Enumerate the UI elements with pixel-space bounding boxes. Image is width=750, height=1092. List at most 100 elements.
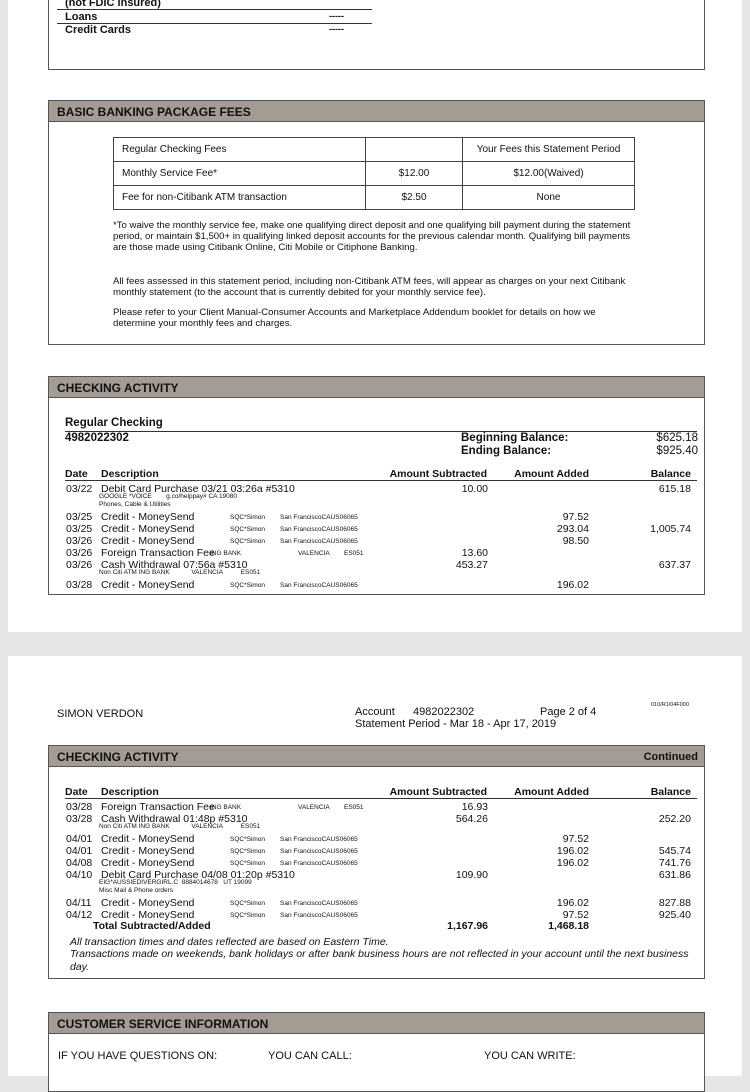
fees-cell: $2.50	[365, 185, 463, 210]
transaction-description: Foreign Transaction Fee	[101, 801, 215, 813]
beginning-balance-label: Beginning Balance:	[461, 432, 569, 444]
transaction-description: Debit Card Purchase 03/21 03:26a #5310	[101, 483, 295, 495]
transaction-row: 03/28 Credit - MoneySend 196.02 SQC*Simon Sa…	[8, 579, 742, 591]
balance: 545.74	[658, 845, 691, 857]
amount-added: 97.52	[562, 833, 589, 845]
col-subtracted: Amount Subtracted	[389, 786, 487, 798]
amount-added: 98.50	[562, 535, 589, 547]
transaction-row: 03/26 Credit - MoneySend 98.50 SQC*Simon San…	[8, 535, 742, 547]
transaction-row: 03/28 Foreign Transaction Fee 16.93 ING BAN…	[8, 801, 742, 813]
balance: 925.40	[658, 909, 691, 921]
statement-page-1: (not FDIC insured) Loans ----- Credit Ca…	[8, 0, 742, 632]
fees-cell: Fee for non-Citibank ATM transaction	[113, 185, 366, 210]
fees-note: Please refer to your Client Manual-Consu…	[113, 307, 596, 329]
transaction-description: Cash Withdrawal 01:48p #5310	[101, 813, 248, 825]
transaction-detail: GOOGLE *VOICE g.co/helppay# CA 19080	[99, 493, 238, 500]
col-balance: Balance	[650, 786, 691, 798]
transaction-merchant: ING BANK	[210, 804, 242, 811]
transaction-location: San FranciscoCAUS06065	[280, 912, 358, 919]
transaction-date: 04/11	[66, 897, 92, 909]
transaction-description: Credit - MoneySend	[101, 833, 195, 845]
checking-activity-section	[48, 376, 705, 595]
fees-cell: Monthly Service Fee*	[113, 161, 366, 186]
fees-cell: $12.00(Waived)	[462, 161, 635, 186]
balance: 827.88	[658, 897, 691, 909]
transaction-date: 03/22	[66, 483, 93, 495]
amount-added: 97.52	[562, 909, 589, 921]
transaction-location: San FranciscoCAUS06065	[280, 538, 358, 545]
fees-cell: None	[462, 185, 635, 210]
transaction-description: Credit - MoneySend	[101, 845, 195, 857]
fees-cell: Your Fees this Statement Period	[462, 137, 635, 162]
total-added: 1,468.18	[548, 920, 589, 932]
fees-title: BASIC BANKING PACKAGE FEES	[48, 100, 705, 122]
beginning-balance-value: $625.18	[656, 432, 698, 444]
transaction-row: 03/22 Debit Card Purchase 03/21 03:26a #5…	[8, 483, 742, 495]
amount-added: 196.02	[556, 579, 589, 591]
customer-service-title: CUSTOMER SERVICE INFORMATION	[48, 1012, 705, 1034]
transaction-row: 04/12 Credit - MoneySend 97.52 925.40 SQC*Si…	[8, 909, 742, 921]
time-note: All transaction times and dates reflecte…	[70, 936, 389, 948]
amount-added: 196.02	[556, 897, 589, 909]
transaction-date: 03/25	[66, 523, 93, 535]
customer-name: SIMON VERDON	[57, 708, 144, 720]
transaction-description: Foreign Transaction Fee	[101, 547, 215, 559]
amount-subtracted: 564.26	[455, 813, 488, 825]
transaction-date: 03/26	[66, 547, 93, 559]
fees-note: *To waive the monthly service fee, make …	[113, 220, 631, 253]
fees-table: Regular Checking Fees Your Fees this Stat…	[113, 137, 635, 210]
statement-period: Statement Period - Mar 18 - Apr 17, 2019	[355, 718, 557, 730]
fees-cell: Regular Checking Fees	[113, 137, 366, 162]
summary-loans-value: -----	[329, 11, 344, 21]
ending-balance-value: $925.40	[656, 445, 698, 457]
transaction-merchant: SQC*Simon	[230, 526, 266, 533]
amount-subtracted: 10.00	[461, 483, 488, 495]
transaction-detail: EIG*AUSSIEDIVERGIRL.C 8884014678 UT 1909…	[99, 879, 252, 886]
transaction-location: San FranciscoCAUS06065	[280, 900, 358, 907]
transaction-date: 03/28	[66, 801, 93, 813]
transaction-row: 03/25 Credit - MoneySend 97.52 SQC*Simon San…	[8, 511, 742, 523]
transaction-date: 03/25	[66, 511, 93, 523]
transaction-merchant: SQC*Simon	[230, 860, 266, 867]
balance: 1,005.74	[650, 523, 691, 535]
transaction-description: Debit Card Purchase 04/08 01:20p #5310	[101, 869, 295, 881]
fdic-note: (not FDIC insured)	[65, 0, 161, 9]
account-type: Regular Checking	[65, 417, 163, 429]
weekend-note: Transactions made on weekends, bank holi…	[70, 948, 689, 973]
fees-cell: $12.00	[365, 161, 463, 186]
amount-added: 196.02	[556, 857, 589, 869]
transaction-row: 04/11 Credit - MoneySend 196.02 827.88 SQC*S…	[8, 897, 742, 909]
transaction-row: 03/25 Credit - MoneySend 293.04 1,005.74 SQC…	[8, 523, 742, 535]
transaction-merchant: SQC*Simon	[230, 912, 266, 919]
transaction-merchant: ING BANK	[210, 550, 242, 557]
transaction-location: VALENCIA	[298, 804, 330, 811]
transaction-row: 03/26 Foreign Transaction Fee 13.60 ING BAN…	[8, 547, 742, 559]
summary-credit-cards-label: Credit Cards	[65, 24, 132, 36]
transaction-date: 04/01	[66, 845, 93, 857]
transaction-date: 04/10	[66, 869, 93, 881]
transaction-description: Credit - MoneySend	[101, 523, 195, 535]
amount-subtracted: 16.93	[461, 801, 488, 813]
table-header: Date Description Amount Subtracted Amoun…	[65, 786, 697, 799]
balance: 637.37	[658, 559, 691, 571]
transaction-description: Credit - MoneySend	[101, 857, 195, 869]
col-added: Amount Added	[514, 786, 589, 798]
transaction-date: 04/12	[66, 909, 93, 921]
transaction-location: San FranciscoCAUS06065	[280, 848, 358, 855]
transaction-row: 03/26 Cash Withdrawal 07:56a #5310 453.27 6…	[8, 559, 742, 571]
totals-row: Total Subtracted/Added 1,167.96 1,468.18	[8, 920, 742, 932]
account-number: 4982022302	[413, 706, 475, 718]
transaction-merchant: SQC*Simon	[230, 848, 266, 855]
transaction-description: Cash Withdrawal 07:56a #5310	[101, 559, 248, 571]
cs-write-label: YOU CAN WRITE:	[484, 1050, 576, 1062]
transaction-date: 04/08	[66, 857, 93, 869]
table-header: Date Description Amount Subtracted Amoun…	[65, 468, 697, 481]
summary-credit-cards-value: -----	[329, 24, 344, 34]
transaction-row: 03/28 Cash Withdrawal 01:48p #5310 564.26 2…	[8, 813, 742, 825]
transaction-merchant: SQC*Simon	[230, 582, 266, 589]
balance: 631.86	[658, 869, 691, 881]
transaction-row: 04/01 Credit - MoneySend 196.02 545.74 SQC*S…	[8, 845, 742, 857]
ending-balance-label: Ending Balance:	[461, 445, 552, 457]
checking-activity-title: CHECKING ACTIVITY	[48, 376, 705, 398]
transaction-date: 03/28	[66, 579, 93, 591]
